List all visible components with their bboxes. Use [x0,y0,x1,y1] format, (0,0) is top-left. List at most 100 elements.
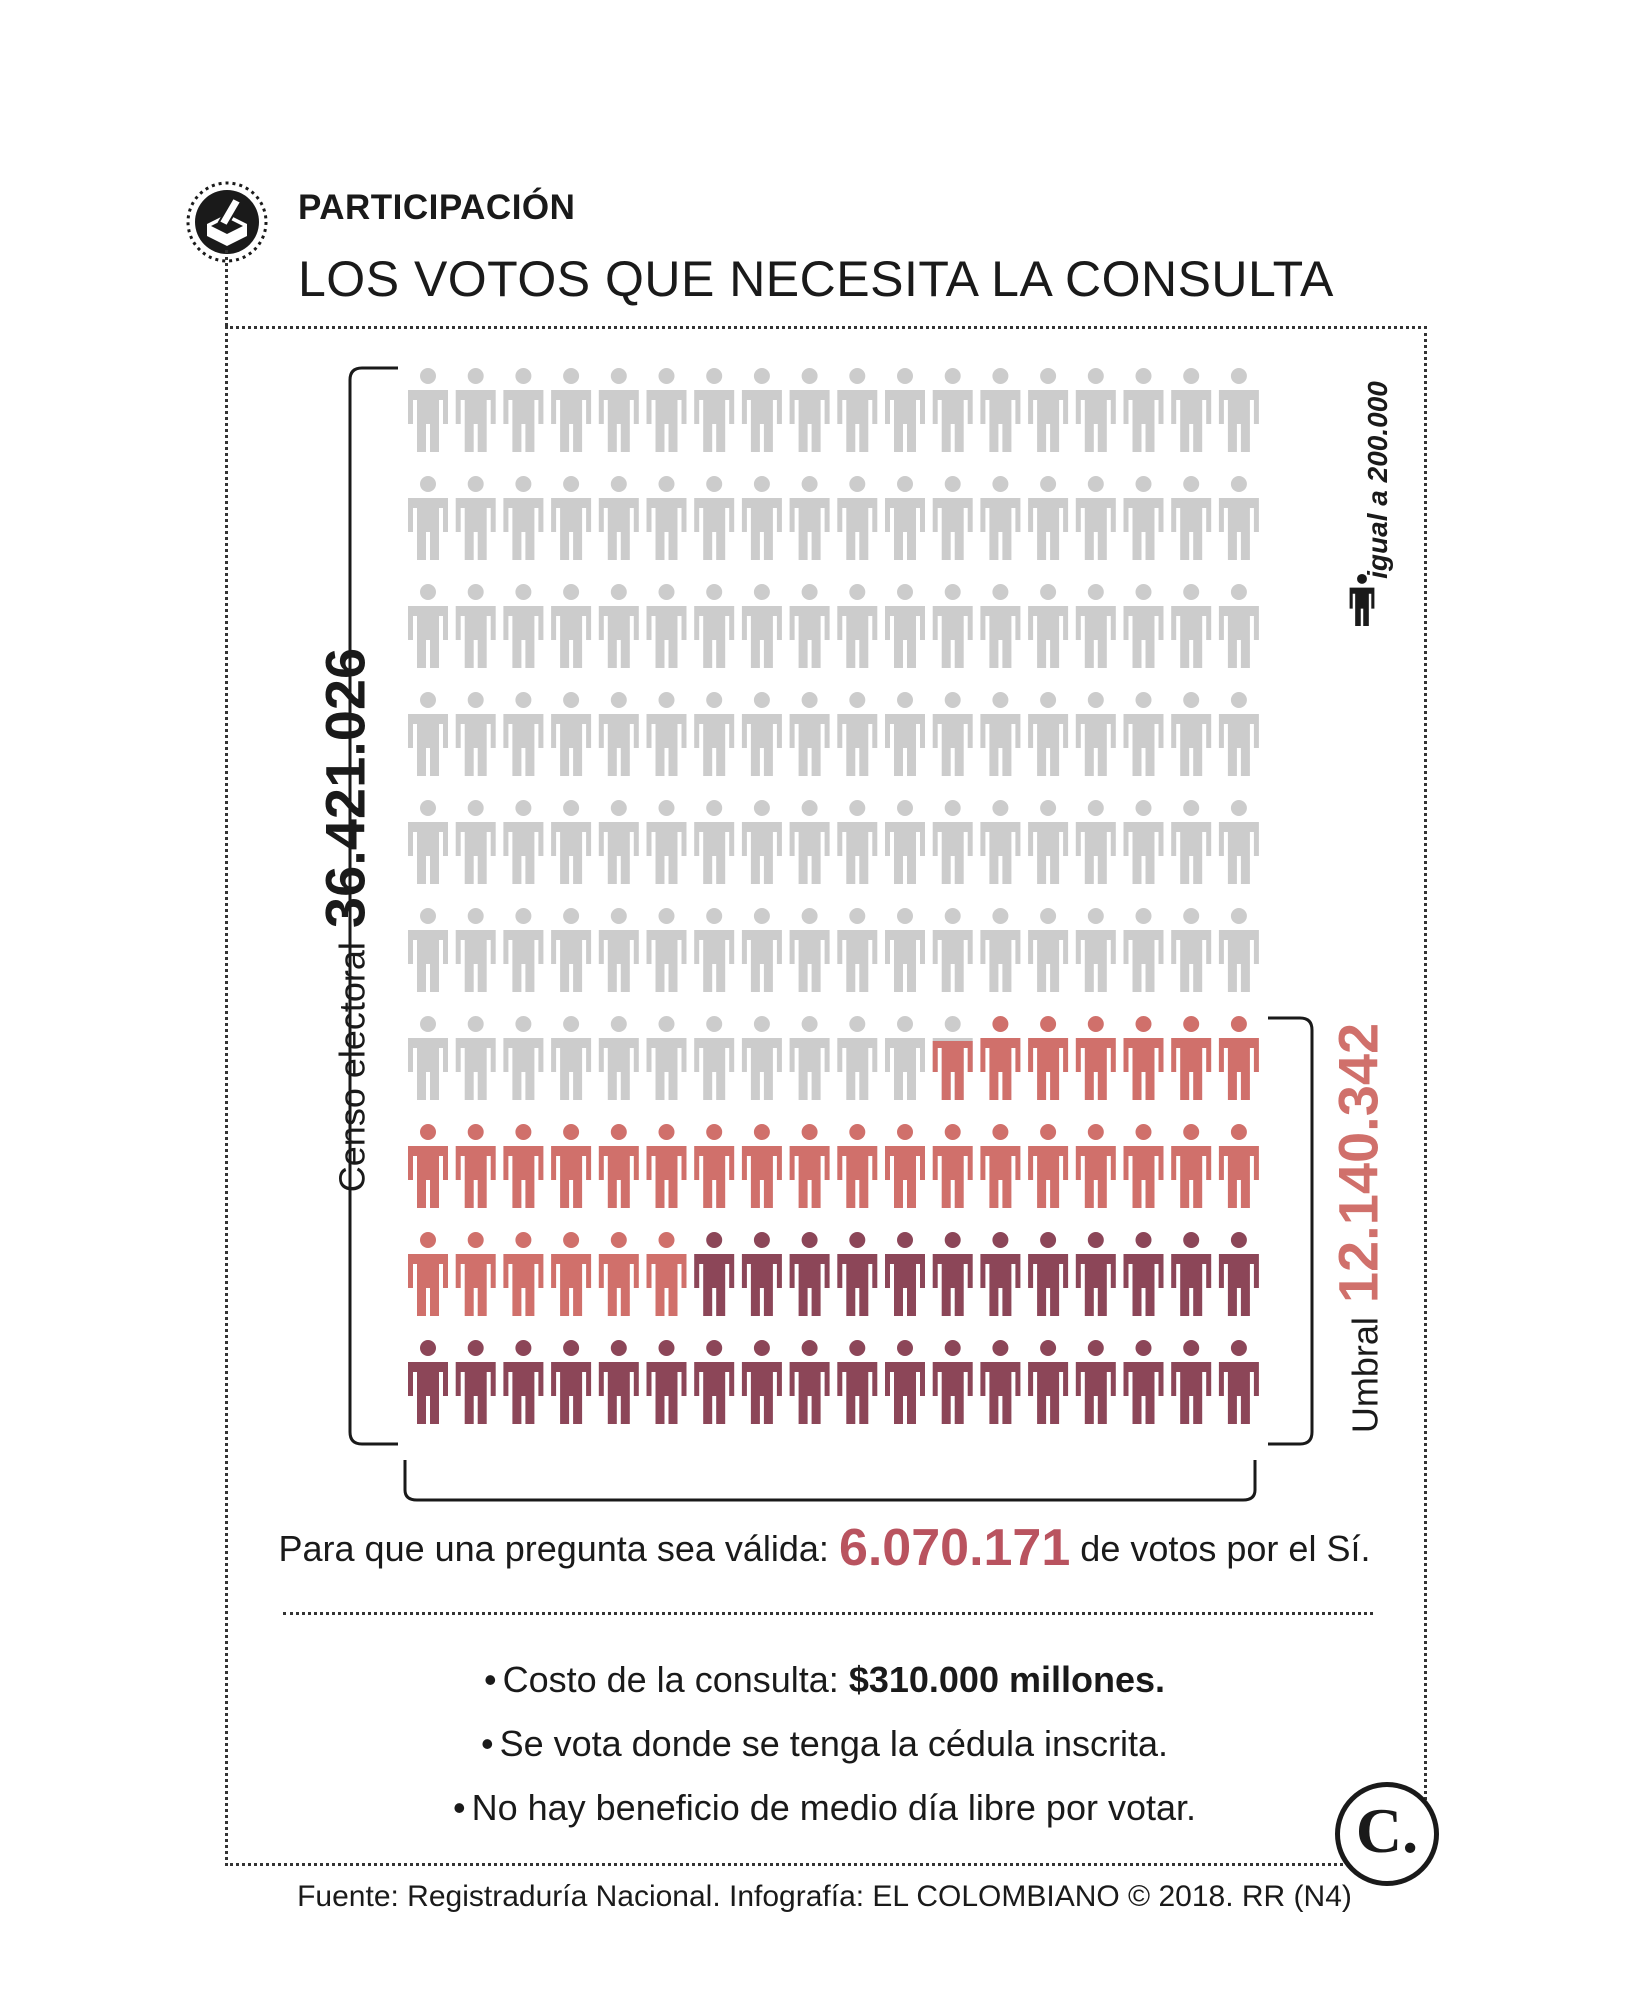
person-icon [551,476,592,560]
person-icon [885,1340,925,1424]
person-icon [1171,908,1212,992]
person-icon [789,1340,830,1424]
person-icon [598,368,639,452]
person-icon [1075,1124,1116,1208]
umbral-bracket [1268,1016,1314,1446]
person-icon [1028,1016,1069,1100]
person-icon [551,800,592,884]
person-icon [837,800,878,884]
person-icon [598,1232,639,1316]
person-icon [503,1232,544,1316]
divider [283,1612,1373,1615]
person-icon [1075,476,1116,560]
person-icon [1218,692,1259,776]
person-icon [503,368,544,452]
valid-prefix: Para que una pregunta sea válida: [278,1528,829,1569]
person-icon [1171,1340,1212,1424]
person-icon [455,1016,496,1100]
person-icon [551,584,592,668]
person-icon [885,800,925,884]
person-icon [1075,800,1116,884]
person-icon [837,1124,878,1208]
person-icon [694,1340,735,1424]
person-icon [455,368,496,452]
person-icon [837,476,878,560]
person-icon [980,584,1021,668]
person-icon [1218,800,1259,884]
person-icon [741,1232,782,1316]
person-icon [646,908,687,992]
person-icon [1171,368,1212,452]
person-icon [1218,908,1259,992]
person-icon [885,692,925,776]
person-icon [741,476,782,560]
person-icon [1218,1016,1259,1100]
person-icon [932,584,973,668]
person-icon [1123,908,1164,992]
person-icon [1171,1232,1212,1316]
person-icon [1028,584,1069,668]
person-icon [646,584,687,668]
person-icon [598,908,639,992]
person-icon [503,1340,544,1424]
person-icon [789,908,830,992]
person-icon [1075,692,1116,776]
el-colombiano-logo: C. [1335,1782,1439,1886]
page-title: LOS VOTOS QUE NECESITA LA CONSULTA [298,251,1334,307]
person-icon [789,584,830,668]
valid-suffix: de votos por el Sí. [1080,1528,1371,1569]
person-icon [932,1340,973,1424]
person-icon [551,1124,592,1208]
person-icon [598,692,639,776]
person-icon [1075,584,1116,668]
person-icon [932,1124,973,1208]
note-holiday: • No hay beneficio de medio día libre por… [0,1776,1649,1840]
source-credit: Fuente: Registraduría Nacional. Infograf… [297,1880,1352,1913]
note-cedula: • Se vota donde se tenga la cédula inscri… [0,1712,1649,1776]
person-icon [1123,800,1164,884]
person-icon [1171,1124,1212,1208]
person-icon [551,368,592,452]
person-icon [1028,800,1069,884]
person-icon [1218,1340,1259,1424]
valid-bracket [403,1460,1257,1502]
person-icon [503,908,544,992]
person-icon [408,1340,448,1424]
person-icon [455,476,496,560]
person-icon [1028,1232,1069,1316]
person-icon [694,692,735,776]
person-icon [408,692,448,776]
person-icon [598,1124,639,1208]
person-icon [980,476,1021,560]
person-icon [694,800,735,884]
cost-prefix: Costo de la consulta: [502,1659,839,1700]
person-icon [455,1340,496,1424]
person-icon [980,368,1021,452]
person-icon [932,908,973,992]
person-icon [885,476,925,560]
umbral-label: Umbral [1344,1317,1386,1434]
person-icon [598,1016,639,1100]
notes-list: • Costo de la consulta: $310.000 millones… [0,1648,1649,1840]
person-icon [1075,1232,1116,1316]
umbral-value: 12.140.342 [1326,1022,1390,1304]
frame-connector [225,250,228,326]
person-icon [980,1340,1021,1424]
logo-letter: C. [1355,1795,1419,1866]
censo-bracket [348,366,398,1446]
person-icon [408,1232,448,1316]
person-icon [646,800,687,884]
person-icon [837,692,878,776]
person-icon [932,368,973,452]
ballot-box-icon [186,181,268,263]
person-icon [646,476,687,560]
person-icon [741,1016,782,1100]
person-icon [1028,368,1069,452]
people-grid [408,368,1259,1424]
person-icon [694,584,735,668]
person-icon [455,908,496,992]
person-icon [1123,584,1164,668]
person-icon [837,1340,878,1424]
person-icon [551,692,592,776]
censo-label: Censo electoral [331,942,373,1193]
